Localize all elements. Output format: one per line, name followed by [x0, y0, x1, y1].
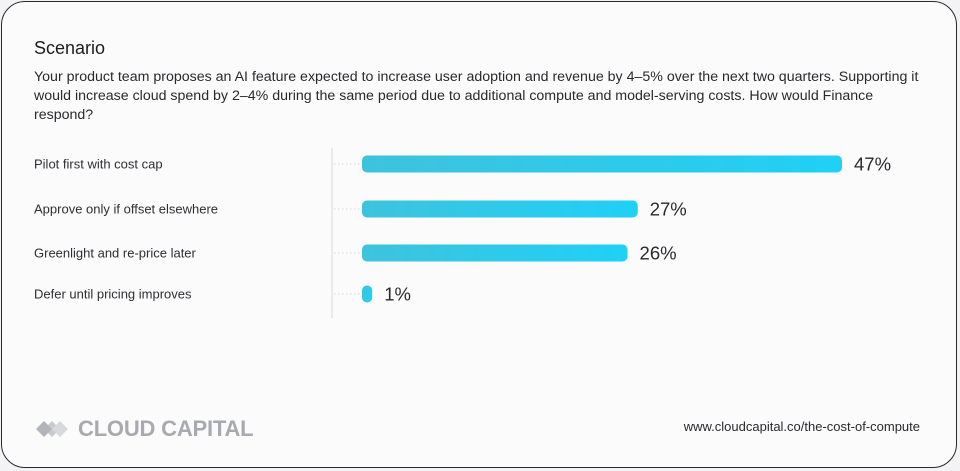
category-label: Approve only if offset elsewhere	[34, 202, 218, 217]
bar	[362, 200, 638, 218]
bar	[362, 155, 842, 173]
category-label: Greenlight and re-price later	[34, 246, 197, 261]
cloud-capital-logo: CLOUD CAPITAL	[34, 414, 254, 444]
logo-text: CLOUD CAPITAL	[78, 416, 254, 441]
diamond-logo-icon	[36, 421, 68, 437]
category-label: Defer until pricing improves	[34, 287, 192, 302]
category-label: Pilot first with cost cap	[34, 157, 163, 172]
scenario-description: Your product team proposes an AI feature…	[34, 69, 919, 123]
value-label: 27%	[650, 199, 687, 220]
value-label: 1%	[384, 284, 411, 305]
value-label: 26%	[640, 243, 677, 264]
scenario-title: Scenario	[34, 38, 106, 58]
value-label: 47%	[854, 154, 891, 175]
bar	[362, 244, 628, 262]
bar	[362, 285, 373, 303]
poll-results-chart: Pilot first with cost cap 47% Approve only…	[34, 148, 891, 318]
source-url[interactable]: www.cloudcapital.co/the-cost-of-compute	[683, 419, 920, 434]
